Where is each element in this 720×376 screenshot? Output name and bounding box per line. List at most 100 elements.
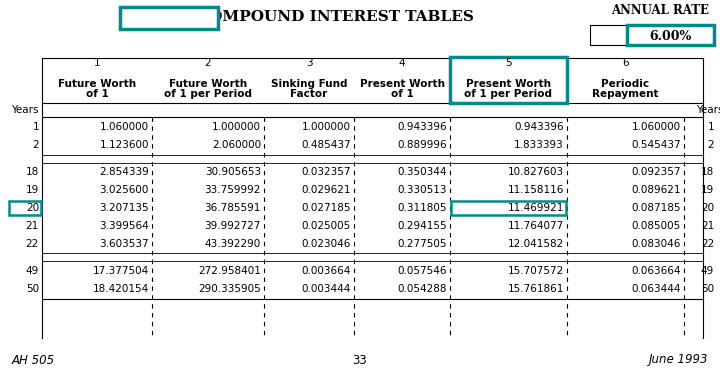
Text: 0.003444: 0.003444 [302,284,351,294]
Text: 49: 49 [701,266,714,276]
Text: 20: 20 [701,203,714,213]
Text: 19: 19 [701,185,714,195]
Text: 0.330513: 0.330513 [397,185,447,195]
Text: 20: 20 [26,203,39,213]
Text: of 1 per Period: of 1 per Period [464,89,552,99]
Text: 18: 18 [701,167,714,177]
Text: 30.905653: 30.905653 [205,167,261,177]
Text: 0.023046: 0.023046 [302,239,351,249]
Text: Present Worth: Present Worth [466,79,551,89]
Text: 21: 21 [701,221,714,231]
Text: 0.057546: 0.057546 [397,266,447,276]
Text: 0.350344: 0.350344 [397,167,447,177]
Text: 1.060000: 1.060000 [632,122,681,132]
Bar [450,57,567,103]
Text: 22: 22 [26,239,39,249]
Text: Years: Years [12,105,39,115]
Text: 12.041582: 12.041582 [508,239,564,249]
Text: Factor: Factor [290,89,328,99]
Text: 6: 6 [622,58,629,68]
Text: 0.294155: 0.294155 [397,221,447,231]
Text: 1.000000: 1.000000 [302,122,351,132]
Text: 50: 50 [701,284,714,294]
Text: 1: 1 [94,58,100,68]
Text: 0.025005: 0.025005 [302,221,351,231]
Bar [627,25,714,45]
Text: 11.469921: 11.469921 [508,203,564,213]
Text: 15.761861: 15.761861 [508,284,564,294]
Text: 3: 3 [306,58,312,68]
Text: 0.032357: 0.032357 [302,167,351,177]
Text: 4: 4 [399,58,405,68]
Text: 0.311805: 0.311805 [397,203,447,213]
Text: 0.889996: 0.889996 [397,140,447,150]
Text: 0.063444: 0.063444 [631,284,681,294]
Text: 0.083046: 0.083046 [631,239,681,249]
Text: 50: 50 [26,284,39,294]
Text: 0.089621: 0.089621 [631,185,681,195]
Text: 0.277505: 0.277505 [397,239,447,249]
Text: 43.392290: 43.392290 [204,239,261,249]
Bar [590,25,714,45]
Text: 0.943396: 0.943396 [397,122,447,132]
Text: 19: 19 [26,185,39,195]
Text: 290.335905: 290.335905 [198,284,261,294]
Text: 15.707572: 15.707572 [508,266,564,276]
Text: 0.063664: 0.063664 [631,266,681,276]
Text: 3.025600: 3.025600 [99,185,149,195]
Text: ANNUAL: ANNUAL [135,12,203,26]
Text: of 1 per Period: of 1 per Period [164,89,252,99]
Text: 0.054288: 0.054288 [397,284,447,294]
Text: ANNUAL RATE: ANNUAL RATE [611,3,709,17]
Text: 3.603537: 3.603537 [99,239,149,249]
Text: Sinking Fund: Sinking Fund [271,79,347,89]
Text: 0.092357: 0.092357 [631,167,681,177]
Text: COMPOUND INTEREST TABLES: COMPOUND INTEREST TABLES [197,10,474,24]
Text: 33: 33 [353,353,367,367]
Text: 2: 2 [707,140,714,150]
Text: 272.958401: 272.958401 [198,266,261,276]
Text: Years: Years [696,105,720,115]
Text: 2: 2 [32,140,39,150]
Text: 0.029621: 0.029621 [302,185,351,195]
Text: 18.420154: 18.420154 [93,284,149,294]
Text: 0.085005: 0.085005 [631,221,681,231]
Bar [120,7,218,29]
Text: 1.123600: 1.123600 [99,140,149,150]
Text: 11.469921: 11.469921 [508,203,564,213]
Text: 0.943396: 0.943396 [514,122,564,132]
Text: 1.000000: 1.000000 [212,122,261,132]
Text: of 1: of 1 [391,89,413,99]
Text: 20: 20 [26,203,39,213]
Text: Future Worth: Future Worth [58,79,136,89]
Text: 0.003664: 0.003664 [302,266,351,276]
Text: Present Worth: Present Worth [466,79,551,89]
Text: 1: 1 [32,122,39,132]
Text: 3.207135: 3.207135 [99,203,149,213]
Text: 18: 18 [26,167,39,177]
Text: 21: 21 [26,221,39,231]
Text: Repayment: Repayment [593,89,659,99]
Text: 11.764077: 11.764077 [508,221,564,231]
Text: June 1993: June 1993 [649,353,708,367]
Text: 17.377504: 17.377504 [93,266,149,276]
Bar [451,201,566,215]
Text: 5: 5 [505,58,512,68]
Text: 10.827603: 10.827603 [508,167,564,177]
Text: 33.759992: 33.759992 [204,185,261,195]
Text: Future Worth: Future Worth [169,79,247,89]
Text: 5: 5 [505,58,512,68]
Text: Present Worth: Present Worth [359,79,444,89]
Text: 49: 49 [26,266,39,276]
Text: of 1 per Period: of 1 per Period [464,89,552,99]
Text: 1: 1 [707,122,714,132]
Text: 0.087185: 0.087185 [631,203,681,213]
Text: 6.00%: 6.00% [649,29,692,42]
Text: 0.485437: 0.485437 [302,140,351,150]
Text: 2: 2 [204,58,211,68]
Text: 0.027185: 0.027185 [302,203,351,213]
Text: 1.833393: 1.833393 [514,140,564,150]
Text: 2.060000: 2.060000 [212,140,261,150]
Bar [9,201,41,215]
Text: Periodic: Periodic [601,79,649,89]
